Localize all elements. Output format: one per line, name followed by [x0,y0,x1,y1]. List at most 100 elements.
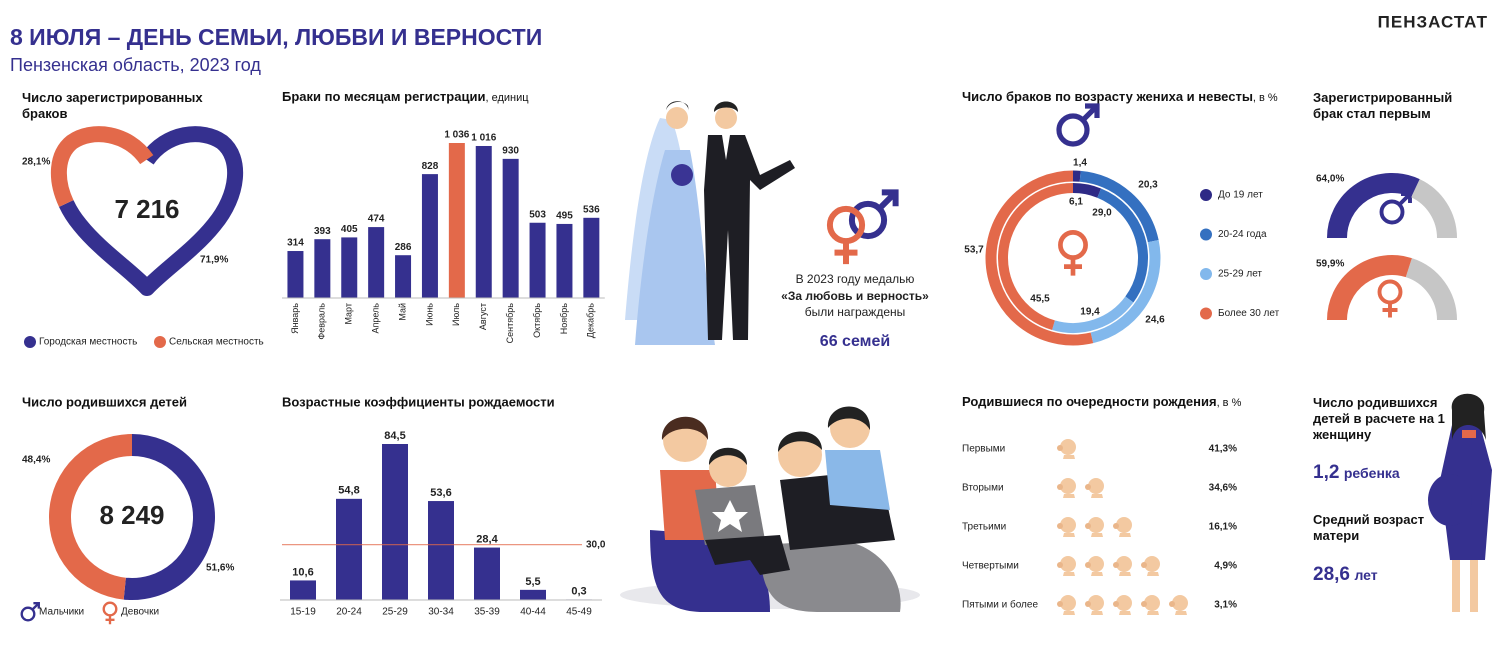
total: 7 216 [114,194,179,224]
icon-female [1058,230,1088,276]
value-label: 59,9% [1316,259,1344,270]
unit: , единиц [485,92,529,104]
x-tick-label: Август [478,303,488,330]
unit: лет [1354,567,1378,583]
chart-title: Родившиеся по очередности рождения, в % [962,394,1242,409]
title: Браки по месяцам регистрации [282,89,485,104]
bar [428,501,454,600]
icon-part [1063,572,1075,576]
icon-baby [1113,595,1132,615]
unit: , в % [1217,397,1242,409]
x-tick-label: 45-49 [566,607,592,618]
heart-segment [50,126,244,296]
icon-part [1085,484,1091,490]
donut-segment [1052,296,1134,333]
value-label: 34,6% [1209,483,1237,494]
icon-part [1141,562,1147,568]
value-label: 28,4 [476,533,498,545]
icon-part [1119,533,1131,537]
icon-baby [1141,556,1160,576]
bar [448,143,465,298]
bar [290,580,316,600]
icon-part [1063,611,1075,615]
icon-part [1060,517,1076,533]
value-label: 54,8 [338,485,359,497]
icon-part [1060,556,1076,572]
title: Число браков по возрасту жениха и невест… [962,89,1253,104]
value-label: 474 [368,214,385,225]
icon-baby [1057,517,1076,537]
value-label: 286 [395,242,412,253]
icon-part [1057,562,1063,568]
bar [287,251,304,298]
chart-title: Зарегистрированный брак стал первым [1313,90,1453,121]
icon-part [1119,572,1131,576]
icon-baby [1085,478,1104,498]
x-tick-label: Март [344,303,354,325]
value-label: 24,6 [1145,315,1165,326]
chart-title: Число браков по возрасту жениха и невест… [962,89,1278,104]
donut-segment [985,170,1094,346]
icon-part [31,602,40,611]
illustration-mother [1428,393,1492,612]
icon-part [1088,517,1104,533]
donut-segment [49,434,133,600]
value-label: 10,6 [292,566,313,578]
icon-part [1175,611,1187,615]
value-label: 1 036 [444,130,469,141]
row-label: Вторыми [962,483,1004,494]
value-label: 16,1% [1209,522,1237,533]
chart-title: Число зарегистрированных браков [22,90,203,121]
bar [529,222,546,298]
icon-part [1088,595,1104,611]
x-tick-label: Июнь [424,303,434,326]
icon-male [1056,103,1100,147]
value-label: 28,1% [22,157,50,168]
title: Родившиеся по очередности рождения [962,394,1217,409]
unit: , в % [1253,92,1278,104]
icon-part [1057,445,1063,451]
x-tick-label: 35-39 [474,607,500,618]
icon-part [102,601,118,617]
chart-title: Возрастные коэффициенты рождаемости [282,394,555,409]
gauge-rest [1410,179,1457,239]
value-label: 0,3 [571,585,586,597]
legend-swatch [1200,307,1212,320]
row-label: Пятыми и более [962,599,1038,611]
icon-part [1063,494,1075,498]
icon-part [1081,103,1100,122]
icon-baby [1141,595,1160,615]
value-label: 41,3% [1209,444,1237,455]
icon-part [1056,113,1090,147]
legend-label: 25-29 лет [1218,269,1262,280]
icon-baby [1113,517,1132,537]
icon-part [1060,439,1076,455]
legend-label: Городская местность [39,337,137,348]
icon-part [1172,595,1188,611]
value-label: 1,4 [1073,158,1087,169]
icon-part [105,615,115,625]
illustration-family [620,406,920,612]
x-tick-label: Декабрь [586,303,596,338]
icon-part [1113,523,1119,529]
panel-value: 28,6 лет [1313,564,1378,586]
icon-part [1119,611,1131,615]
icon-part [1379,199,1405,225]
value-label: 314 [287,238,304,249]
legend-swatch [1200,189,1212,201]
icon-part [1088,478,1104,494]
total: 8 249 [99,500,164,530]
icon-part [1091,533,1103,537]
value-label: 930 [502,145,519,156]
icon-part [1091,494,1103,498]
icon-part [1091,611,1103,615]
value-label: 1 016 [471,133,496,144]
value-label: 405 [341,224,358,235]
x-tick-label: Сентябрь [505,303,515,344]
value-label: 71,9% [200,255,228,266]
value-label: 51,6% [206,563,234,574]
value-label: 84,5 [384,430,405,442]
bar [336,498,362,600]
icon-baby [1057,556,1076,576]
